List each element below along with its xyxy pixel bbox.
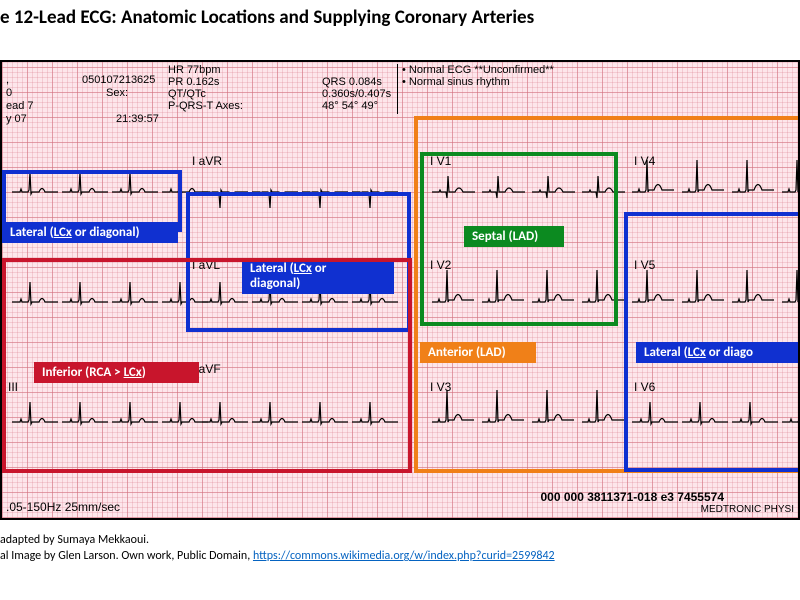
footer-link[interactable]: https://commons.wikimedia.org/w/index.ph… — [253, 549, 555, 563]
overlay-tag-lateral1: Lateral (LCx or diagonal) — [2, 222, 178, 243]
bottom-left: .05-150Hz 25mm/sec — [6, 500, 120, 514]
page-title: e 12-Lead ECG: Anatomic Locations and Su… — [0, 0, 800, 29]
footer-line1: adapted by Sumaya Mekkaoui. — [0, 532, 555, 548]
overlay-tag-septal: Septal (LAD) — [464, 226, 564, 247]
ecg-panel: , 0 ead 7 y 07 050107213625 Sex: 21:39:5… — [0, 60, 800, 520]
overlay-tag-lateral3: Lateral (LCx or diago — [636, 342, 800, 363]
overlay-tag-inferior: Inferior (RCA > LCx) — [34, 362, 199, 383]
footer: adapted by Sumaya Mekkaoui. al Image by … — [0, 532, 555, 564]
overlay-tag-orange: Anterior (LAD) — [420, 342, 536, 363]
footer-line2: al Image by Glen Larson. Own work, Publi… — [0, 548, 555, 564]
brand: MEDTRONIC PHYSI — [701, 504, 794, 515]
bottom-right: 000 000 3811371-018 e3 7455574 — [540, 490, 724, 504]
footer-line2-prefix: al Image by Glen Larson. Own work, Publi… — [0, 549, 253, 563]
